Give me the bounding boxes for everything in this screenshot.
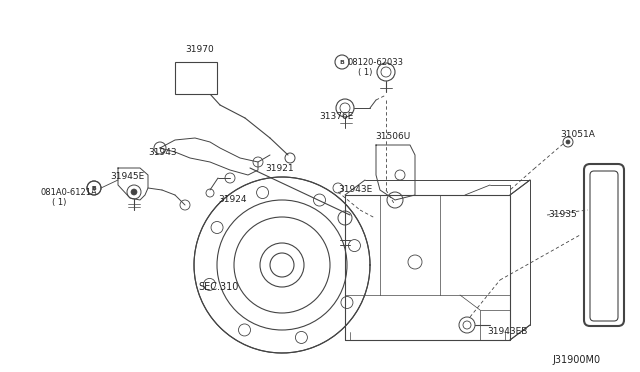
FancyBboxPatch shape [590,171,618,321]
Text: 31051A: 31051A [560,130,595,139]
Text: 31945E: 31945E [110,172,144,181]
Text: 31506U: 31506U [375,132,410,141]
Text: J31900M0: J31900M0 [552,355,600,365]
Text: ( 1): ( 1) [358,68,372,77]
FancyBboxPatch shape [584,164,624,326]
Text: 31943EB: 31943EB [487,327,527,336]
Text: 31924: 31924 [218,195,246,204]
Text: ( 1): ( 1) [52,198,67,207]
Text: B: B [92,186,96,190]
Text: 31935: 31935 [548,210,577,219]
Text: B: B [92,186,97,190]
Text: 31921: 31921 [265,164,294,173]
Circle shape [566,140,570,144]
Text: 08120-62033: 08120-62033 [348,58,404,67]
Text: 081A0-6121A: 081A0-6121A [40,188,97,197]
Text: 31943: 31943 [148,148,177,157]
Text: B: B [340,60,344,64]
Circle shape [131,189,137,195]
Text: 31943E: 31943E [338,185,372,194]
Bar [175,62,217,94]
Text: 31970: 31970 [185,45,214,54]
Text: 31376E: 31376E [319,112,353,121]
Text: SEC.310: SEC.310 [198,282,238,292]
